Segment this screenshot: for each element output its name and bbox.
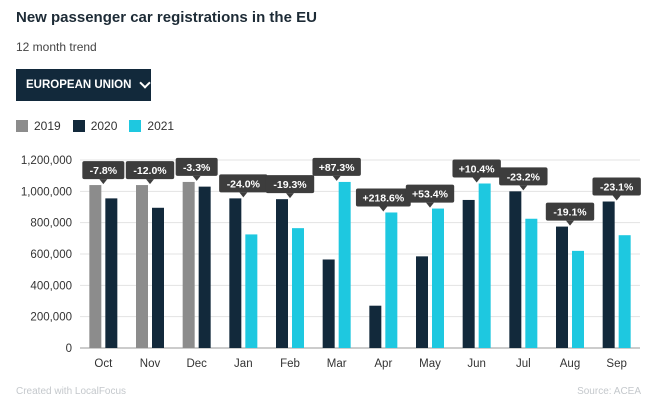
chart-subtitle: 12 month trend [16,40,97,54]
change-label-pointer [192,175,201,181]
legend-item-2020[interactable]: 2020 [72,119,118,133]
change-label: -3.3% [183,162,211,174]
legend-swatch-2020 [72,120,85,132]
bar-chart: 0 200,000 400,000 600,000 800,000 1,000,000 1,… [21,155,641,370]
bar-2020-mar[interactable] [322,259,335,348]
bar-2021-may[interactable] [432,208,444,348]
bar-2020-feb[interactable] [276,199,288,348]
bar-2020-sep[interactable] [602,201,615,348]
change-label-pointer [286,193,294,199]
y-tick-label: 0 [66,343,72,355]
bar-2021-jun[interactable] [478,183,491,349]
change-label: -23.2% [507,171,541,183]
change-label-box [265,175,315,194]
legend-swatch-2019 [16,120,28,132]
change-label: +218.6% [362,192,404,204]
x-tick-label: Jul [516,358,531,370]
legend-item-2021[interactable]: 2021 [129,119,174,133]
x-tick-label: May [419,358,441,370]
y-tick-label: 800,000 [30,218,72,230]
bar-2019-oct[interactable] [89,185,102,348]
region-selector-button[interactable]: EUROPEAN UNION [16,69,152,101]
source-text: Source: ACEA [577,386,641,397]
bar-2021-aug[interactable] [572,250,584,348]
bar-2021-sep[interactable] [618,235,631,348]
legend: 2019 2020 2021 [16,119,174,133]
x-tick-label: Dec [186,358,207,370]
change-label-box [219,174,268,193]
bar-2020-aug[interactable] [556,226,568,348]
bar-2021-apr[interactable] [385,212,398,348]
change-label: -23.1% [600,182,634,194]
change-label: +10.4% [459,164,496,176]
change-label-box [355,188,411,207]
change-label: -12.0% [133,165,167,177]
credit-text[interactable]: Created with LocalFocus [16,386,127,397]
y-tick-label: 1,200,000 [21,155,72,167]
bar-2020-nov[interactable] [152,207,164,348]
change-label: -19.3% [273,179,307,191]
change-label-pointer [519,185,528,191]
x-tick-label: Aug [560,358,580,370]
change-label-pointer [379,206,388,212]
change-label: -24.0% [227,178,261,190]
legend-item-2019[interactable]: 2019 [16,119,61,133]
change-label: -7.8% [90,165,118,177]
change-label-box [592,177,641,196]
change-label-pointer [472,177,481,183]
change-label-box [312,157,361,176]
legend-label-2020: 2020 [90,119,118,133]
bar-2021-jan[interactable] [245,234,258,348]
change-label-pointer [566,220,574,226]
x-tick-label: Mar [327,358,347,370]
change-label-box [405,184,455,203]
x-tick-label: Feb [280,358,300,370]
y-tick-label: 400,000 [30,280,72,292]
bar-2020-jul[interactable] [509,191,522,348]
y-tick-label: 600,000 [30,249,72,261]
legend-label-2019: 2019 [34,119,61,133]
change-label-pointer [332,175,341,181]
bar-2020-jan[interactable] [229,198,242,348]
bar-2020-jun[interactable] [462,199,475,348]
bar-2021-jul[interactable] [525,218,538,348]
x-tick-label: Oct [94,358,113,370]
bar-2020-apr[interactable] [369,305,382,348]
region-selector-label: EUROPEAN UNION [26,79,132,91]
change-label-pointer [239,192,248,198]
bar-2020-oct[interactable] [105,198,118,348]
bar-2019-dec[interactable] [182,181,195,348]
legend-swatch-2021 [129,120,142,132]
change-label-pointer [612,195,621,201]
x-tick-label: Apr [374,358,392,370]
x-tick-label: Jun [467,358,486,370]
x-tick-label: Jan [234,358,253,370]
y-tick-label: 200,000 [30,312,72,324]
change-label-box [175,157,218,176]
bar-2020-may[interactable] [416,256,428,348]
change-label: +87.3% [319,162,356,174]
bar-2020-dec[interactable] [198,186,211,348]
change-label: -19.1% [553,207,587,219]
change-label-box [452,159,501,178]
x-tick-label: Nov [140,358,161,370]
bar-2021-mar[interactable] [338,181,351,348]
change-label-pointer [146,179,154,185]
change-label-box [125,161,175,180]
legend-label-2021: 2021 [147,119,175,133]
x-tick-label: Sep [606,358,626,370]
change-label-pointer [426,202,434,208]
y-tick-label: 1,000,000 [21,186,72,198]
bar-2019-nov[interactable] [136,185,148,348]
change-label-box [545,202,595,221]
chevron-down-icon [139,77,152,89]
change-label-box [499,167,548,186]
chart-title: New passenger car registrations in the E… [16,9,317,26]
bar-2021-feb[interactable] [292,228,304,348]
change-label-pointer [99,179,108,185]
change-label-box [82,161,125,180]
change-label: +53.4% [412,189,449,201]
